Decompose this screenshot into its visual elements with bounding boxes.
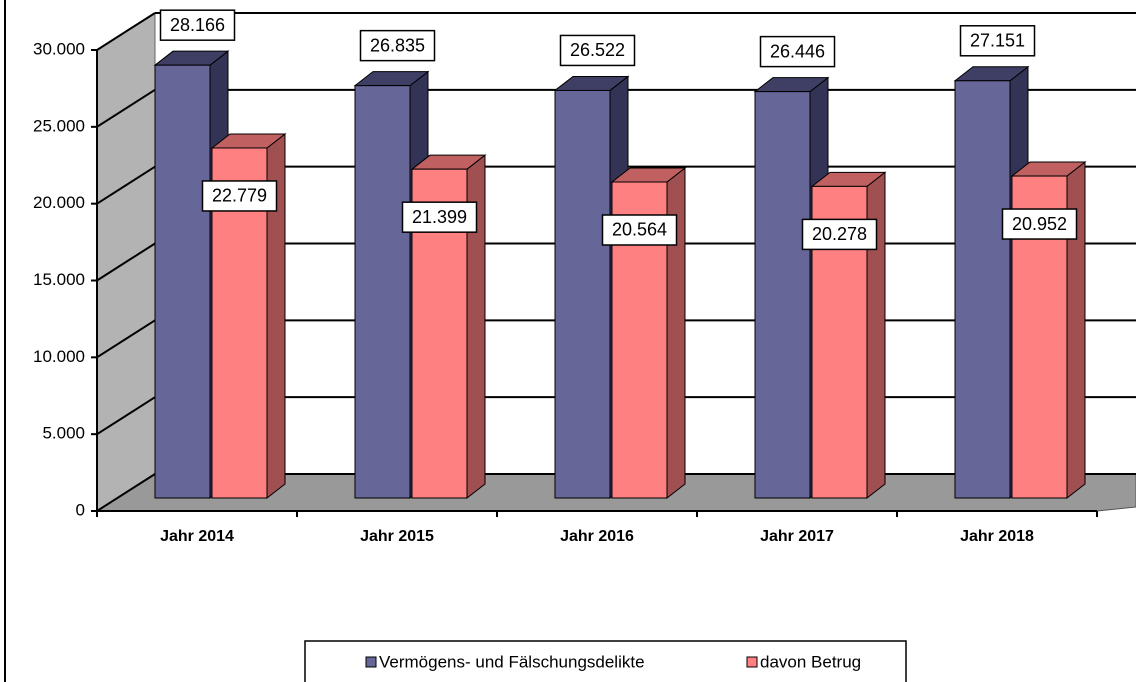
grid-line <box>96 473 156 512</box>
y-tick-label: 30.000 <box>33 39 85 58</box>
legend-label: davon Betrug <box>760 652 861 671</box>
grid-line <box>96 396 156 436</box>
value-label: 26.835 <box>370 35 425 55</box>
value-label: 20.564 <box>612 220 667 240</box>
x-tick-label: Jahr 2017 <box>760 528 834 545</box>
bar <box>354 85 411 499</box>
bar <box>954 80 1011 499</box>
value-label-box <box>759 35 836 68</box>
legend-label: Vermögens- und Fälschungsdelikte <box>379 652 645 671</box>
value-label-box <box>159 9 236 41</box>
legend-box <box>304 640 907 682</box>
y-tick-label: 5.000 <box>42 424 85 443</box>
bar <box>754 91 811 499</box>
value-label-box <box>359 29 436 62</box>
value-label-box <box>801 218 878 251</box>
bar <box>154 64 211 499</box>
grid-line <box>96 242 156 282</box>
value-label: 27.151 <box>970 31 1025 51</box>
value-label-box <box>601 214 678 246</box>
legend-swatch <box>746 656 758 668</box>
value-label: 22.779 <box>212 186 267 206</box>
y-tick-label: 10.000 <box>33 347 85 366</box>
value-label-box <box>959 25 1036 57</box>
value-label-box <box>559 34 636 67</box>
y-tick-label: 25.000 <box>33 116 85 135</box>
value-label: 26.446 <box>770 41 825 61</box>
value-label-box <box>401 201 478 233</box>
bar <box>554 89 611 499</box>
value-label: 28.166 <box>170 15 225 35</box>
value-label: 20.278 <box>812 224 867 244</box>
value-label: 26.522 <box>570 40 625 60</box>
value-label-box <box>1001 208 1078 240</box>
x-tick-label: Jahr 2014 <box>160 528 234 545</box>
x-tick-label: Jahr 2018 <box>960 528 1034 545</box>
grid-line <box>96 12 156 51</box>
value-label: 20.952 <box>1012 214 1067 234</box>
grid-line <box>96 165 156 205</box>
x-tick-label: Jahr 2015 <box>360 528 434 545</box>
y-tick-label: 15.000 <box>33 270 85 289</box>
legend-swatch <box>365 656 377 668</box>
y-tick-label: 0 <box>76 500 85 519</box>
value-label-box <box>201 180 278 212</box>
x-tick-label: Jahr 2016 <box>560 528 634 545</box>
grid-line <box>96 88 156 128</box>
grid-line <box>96 319 156 359</box>
y-tick-label: 20.000 <box>33 193 85 212</box>
value-label: 21.399 <box>412 207 467 227</box>
